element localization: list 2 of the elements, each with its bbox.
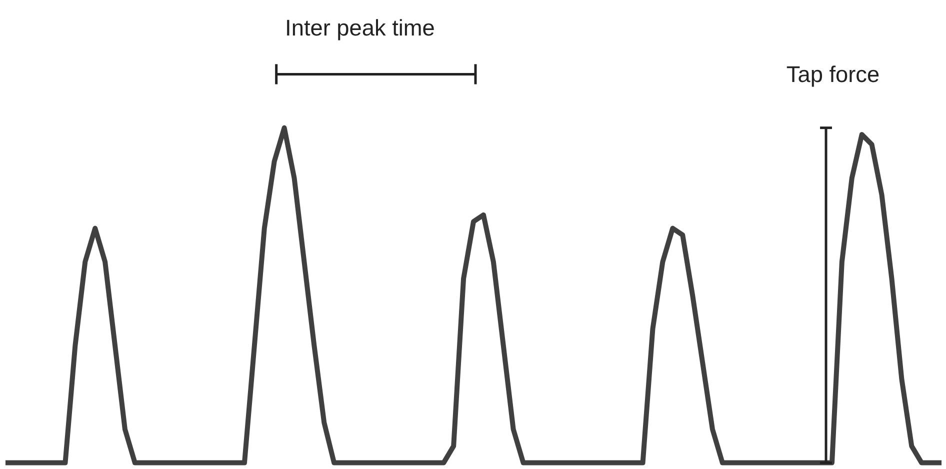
text: Tap force: [786, 61, 880, 88]
text: Inter peak time: [285, 14, 435, 40]
